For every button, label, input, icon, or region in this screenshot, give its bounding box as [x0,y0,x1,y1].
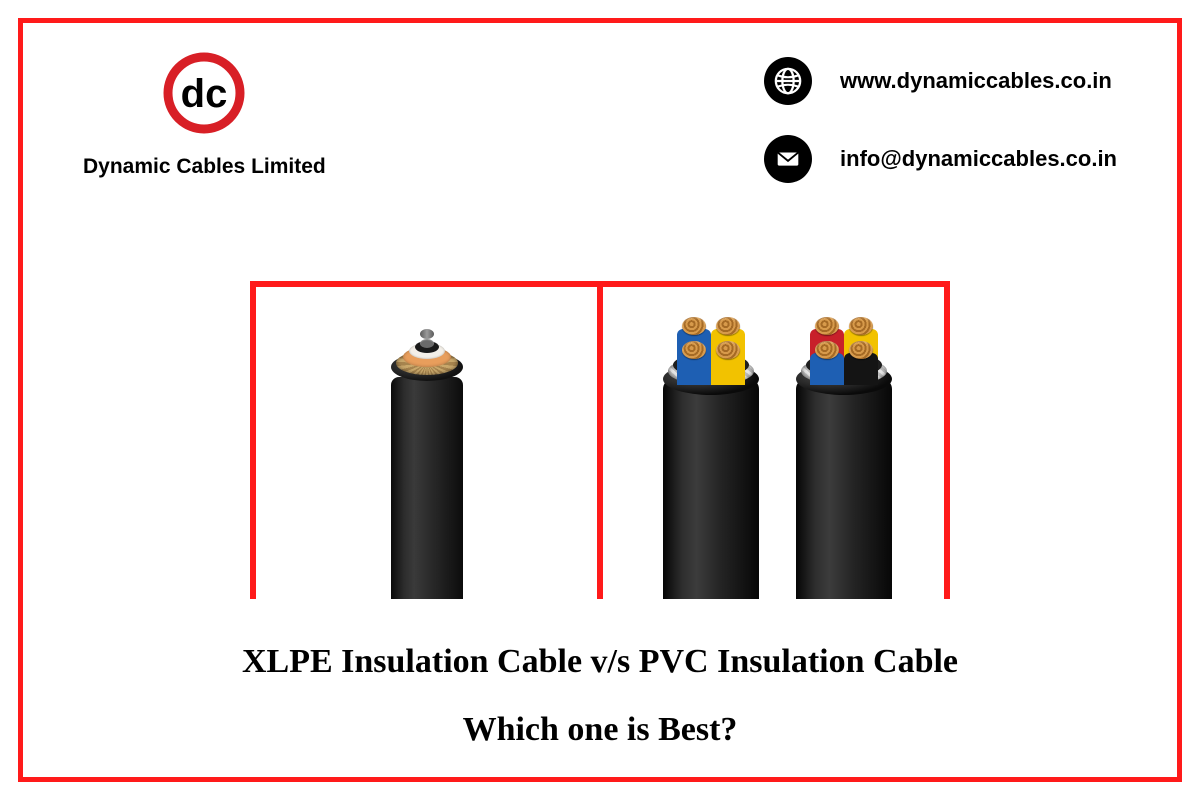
globe-icon [764,57,812,105]
email-row: info@dynamiccables.co.in [764,135,1117,183]
contact-block: www.dynamiccables.co.in info@dynamiccabl… [764,57,1117,221]
title-block: XLPE Insulation Cable v/s PVC Insulation… [23,639,1177,753]
pvc-panel [597,287,944,599]
title-line-2: Which one is Best? [83,707,1117,753]
xlpe-cable-illustration [391,329,463,599]
comparison-box [250,281,950,599]
logo-mark-text: dc [181,72,228,116]
title-line-1: XLPE Insulation Cable v/s PVC Insulation… [83,639,1117,685]
company-logo-icon: dc [144,51,264,141]
company-name: Dynamic Cables Limited [83,155,326,179]
email-icon [764,135,812,183]
outer-frame: dc Dynamic Cables Limited www.dynamiccab… [18,18,1182,782]
pvc-cables-illustration [603,287,944,599]
logo-block: dc Dynamic Cables Limited [83,51,326,221]
header: dc Dynamic Cables Limited www.dynamiccab… [83,51,1117,221]
email-text: info@dynamiccables.co.in [840,146,1117,172]
xlpe-panel [256,287,597,599]
website-row: www.dynamiccables.co.in [764,57,1117,105]
website-text: www.dynamiccables.co.in [840,68,1112,94]
